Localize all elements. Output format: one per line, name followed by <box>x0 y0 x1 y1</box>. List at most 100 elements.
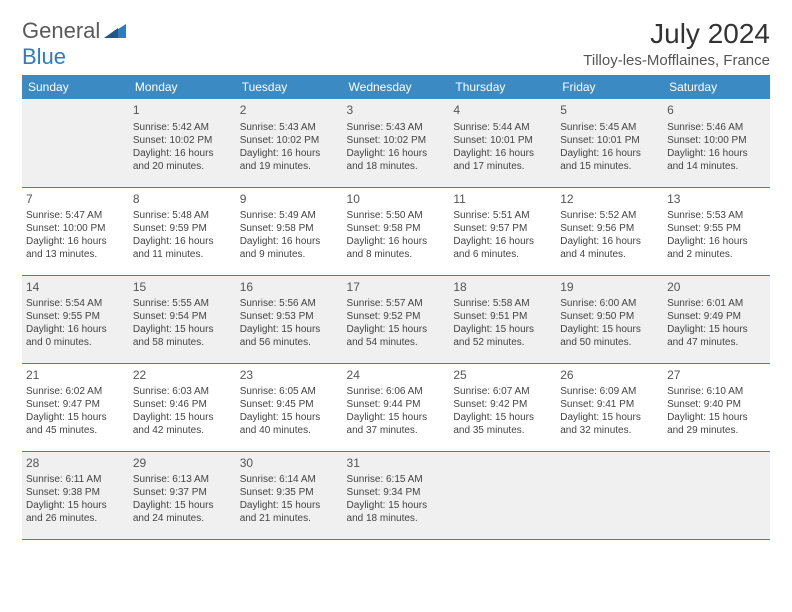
sunset-line: Sunset: 10:00 PM <box>667 134 766 147</box>
logo-text-1: General <box>22 18 100 44</box>
day-number: 19 <box>560 280 659 296</box>
daylight-line: Daylight: 15 hours and 40 minutes. <box>240 411 339 437</box>
daylight-line: Daylight: 16 hours and 14 minutes. <box>667 147 766 173</box>
day-number: 14 <box>26 280 125 296</box>
sunrise-line: Sunrise: 5:55 AM <box>133 297 232 310</box>
day-number: 31 <box>347 456 446 472</box>
sunset-line: Sunset: 9:46 PM <box>133 398 232 411</box>
calendar-table: SundayMondayTuesdayWednesdayThursdayFrid… <box>22 75 770 540</box>
sunset-line: Sunset: 9:51 PM <box>453 310 552 323</box>
day-number: 27 <box>667 368 766 384</box>
sunset-line: Sunset: 9:37 PM <box>133 486 232 499</box>
calendar-week: 1Sunrise: 5:42 AMSunset: 10:02 PMDayligh… <box>22 99 770 187</box>
day-number: 18 <box>453 280 552 296</box>
calendar-day: 10Sunrise: 5:50 AMSunset: 9:58 PMDayligh… <box>343 187 450 275</box>
logo-text-2: Blue <box>22 44 66 69</box>
day-number: 21 <box>26 368 125 384</box>
calendar-day: 29Sunrise: 6:13 AMSunset: 9:37 PMDayligh… <box>129 451 236 539</box>
sunrise-line: Sunrise: 5:43 AM <box>240 121 339 134</box>
sunset-line: Sunset: 10:02 PM <box>133 134 232 147</box>
calendar-day: 17Sunrise: 5:57 AMSunset: 9:52 PMDayligh… <box>343 275 450 363</box>
sunset-line: Sunset: 9:53 PM <box>240 310 339 323</box>
sunrise-line: Sunrise: 5:48 AM <box>133 209 232 222</box>
calendar-day: 18Sunrise: 5:58 AMSunset: 9:51 PMDayligh… <box>449 275 556 363</box>
sunrise-line: Sunrise: 6:06 AM <box>347 385 446 398</box>
calendar-day: 5Sunrise: 5:45 AMSunset: 10:01 PMDayligh… <box>556 99 663 187</box>
sunset-line: Sunset: 9:40 PM <box>667 398 766 411</box>
daylight-line: Daylight: 16 hours and 18 minutes. <box>347 147 446 173</box>
logo-triangle-icon <box>104 20 126 43</box>
location: Tilloy-les-Mofflaines, France <box>583 52 770 69</box>
day-number: 1 <box>133 103 232 119</box>
daylight-line: Daylight: 15 hours and 58 minutes. <box>133 323 232 349</box>
calendar-day-empty <box>556 451 663 539</box>
sunset-line: Sunset: 9:45 PM <box>240 398 339 411</box>
calendar-day: 27Sunrise: 6:10 AMSunset: 9:40 PMDayligh… <box>663 363 770 451</box>
calendar-day: 16Sunrise: 5:56 AMSunset: 9:53 PMDayligh… <box>236 275 343 363</box>
daylight-line: Daylight: 16 hours and 9 minutes. <box>240 235 339 261</box>
sunset-line: Sunset: 9:47 PM <box>26 398 125 411</box>
calendar-day: 3Sunrise: 5:43 AMSunset: 10:02 PMDayligh… <box>343 99 450 187</box>
day-header-row: SundayMondayTuesdayWednesdayThursdayFrid… <box>22 75 770 99</box>
sunset-line: Sunset: 9:57 PM <box>453 222 552 235</box>
sunrise-line: Sunrise: 5:57 AM <box>347 297 446 310</box>
sunset-line: Sunset: 9:38 PM <box>26 486 125 499</box>
sunset-line: Sunset: 10:02 PM <box>240 134 339 147</box>
calendar-day: 7Sunrise: 5:47 AMSunset: 10:00 PMDayligh… <box>22 187 129 275</box>
calendar-day: 2 Sunrise: 5:43 AMSunset: 10:02 PMDayligh… <box>236 99 343 187</box>
title-block: July 2024 Tilloy-les-Mofflaines, France <box>583 18 770 69</box>
day-number: 10 <box>347 192 446 208</box>
daylight-line: Daylight: 15 hours and 18 minutes. <box>347 499 446 525</box>
daylight-line: Daylight: 15 hours and 29 minutes. <box>667 411 766 437</box>
daylight-line: Daylight: 16 hours and 8 minutes. <box>347 235 446 261</box>
day-number: 29 <box>133 456 232 472</box>
logo-blue-row: Blue <box>22 44 66 70</box>
calendar-day: 12Sunrise: 5:52 AMSunset: 9:56 PMDayligh… <box>556 187 663 275</box>
day-header: Sunday <box>22 75 129 99</box>
calendar-day: 25Sunrise: 6:07 AMSunset: 9:42 PMDayligh… <box>449 363 556 451</box>
daylight-line: Daylight: 16 hours and 20 minutes. <box>133 147 232 173</box>
sunset-line: Sunset: 9:55 PM <box>667 222 766 235</box>
daylight-line: Daylight: 15 hours and 37 minutes. <box>347 411 446 437</box>
day-number: 6 <box>667 103 766 119</box>
sunset-line: Sunset: 9:58 PM <box>240 222 339 235</box>
daylight-line: Daylight: 16 hours and 17 minutes. <box>453 147 552 173</box>
calendar-head: SundayMondayTuesdayWednesdayThursdayFrid… <box>22 75 770 99</box>
day-header: Thursday <box>449 75 556 99</box>
calendar-day: 20Sunrise: 6:01 AMSunset: 9:49 PMDayligh… <box>663 275 770 363</box>
sunset-line: Sunset: 9:59 PM <box>133 222 232 235</box>
calendar-day: 13Sunrise: 5:53 AMSunset: 9:55 PMDayligh… <box>663 187 770 275</box>
sunrise-line: Sunrise: 5:51 AM <box>453 209 552 222</box>
sunrise-line: Sunrise: 5:49 AM <box>240 209 339 222</box>
daylight-line: Daylight: 16 hours and 19 minutes. <box>240 147 339 173</box>
calendar-day: 9Sunrise: 5:49 AMSunset: 9:58 PMDaylight… <box>236 187 343 275</box>
day-number: 2 <box>240 103 339 119</box>
sunset-line: Sunset: 9:41 PM <box>560 398 659 411</box>
day-number: 22 <box>133 368 232 384</box>
sunset-line: Sunset: 10:01 PM <box>453 134 552 147</box>
sunset-line: Sunset: 10:02 PM <box>347 134 446 147</box>
day-header: Monday <box>129 75 236 99</box>
day-number: 4 <box>453 103 552 119</box>
day-number: 24 <box>347 368 446 384</box>
day-number: 25 <box>453 368 552 384</box>
day-number: 8 <box>133 192 232 208</box>
calendar-day: 6Sunrise: 5:46 AMSunset: 10:00 PMDayligh… <box>663 99 770 187</box>
daylight-line: Daylight: 15 hours and 21 minutes. <box>240 499 339 525</box>
sunrise-line: Sunrise: 5:44 AM <box>453 121 552 134</box>
day-number: 20 <box>667 280 766 296</box>
calendar-week: 28Sunrise: 6:11 AMSunset: 9:38 PMDayligh… <box>22 451 770 539</box>
sunrise-line: Sunrise: 6:00 AM <box>560 297 659 310</box>
calendar-week: 21Sunrise: 6:02 AMSunset: 9:47 PMDayligh… <box>22 363 770 451</box>
day-header: Saturday <box>663 75 770 99</box>
daylight-line: Daylight: 15 hours and 45 minutes. <box>26 411 125 437</box>
calendar-day: 26Sunrise: 6:09 AMSunset: 9:41 PMDayligh… <box>556 363 663 451</box>
sunrise-line: Sunrise: 6:02 AM <box>26 385 125 398</box>
calendar-day: 31Sunrise: 6:15 AMSunset: 9:34 PMDayligh… <box>343 451 450 539</box>
daylight-line: Daylight: 15 hours and 47 minutes. <box>667 323 766 349</box>
daylight-line: Daylight: 16 hours and 13 minutes. <box>26 235 125 261</box>
day-number: 17 <box>347 280 446 296</box>
day-number: 13 <box>667 192 766 208</box>
sunrise-line: Sunrise: 6:01 AM <box>667 297 766 310</box>
calendar-day: 11Sunrise: 5:51 AMSunset: 9:57 PMDayligh… <box>449 187 556 275</box>
